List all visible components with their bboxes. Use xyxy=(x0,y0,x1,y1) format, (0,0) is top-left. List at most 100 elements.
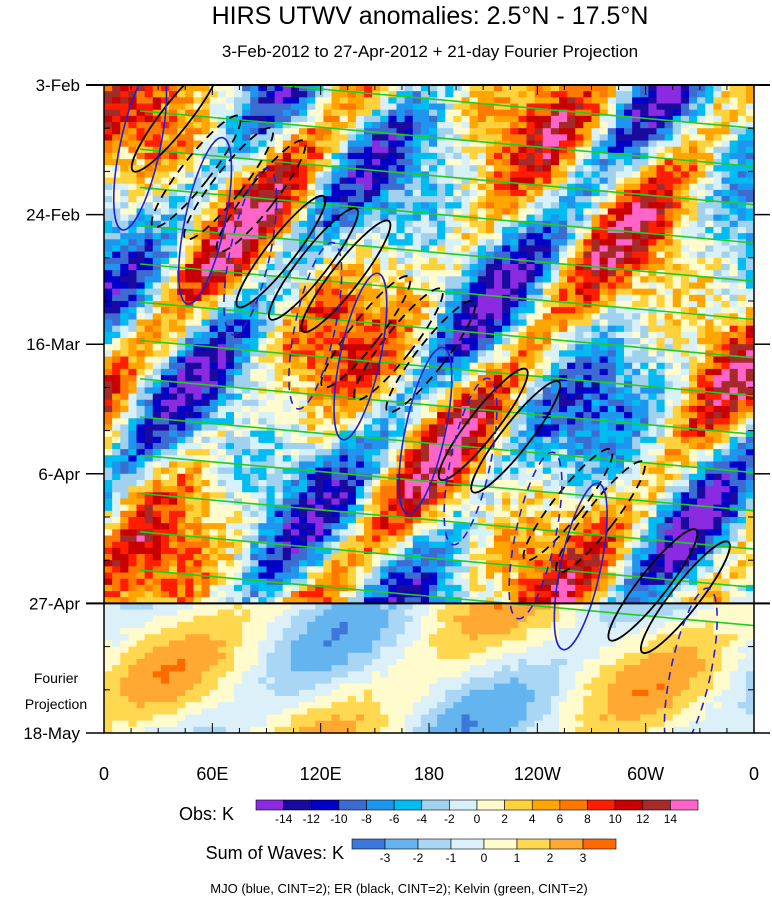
colorbar-swatch xyxy=(587,799,616,811)
x-tick-label: 0 xyxy=(99,764,109,784)
y-tick-label: 3-Feb xyxy=(36,76,80,95)
er-contour xyxy=(235,194,327,309)
colorbar-tick-label: -2 xyxy=(413,851,424,865)
colorbar-swatch xyxy=(614,799,644,811)
colorbar-tick-label: -4 xyxy=(416,812,427,826)
er-contour xyxy=(183,126,274,241)
colorbar-swatch xyxy=(351,838,386,850)
colorbar-swatch xyxy=(559,799,588,811)
er-contour xyxy=(607,528,699,642)
kelvin-contour xyxy=(267,85,754,129)
er-contour xyxy=(215,139,307,253)
er-contour xyxy=(268,207,359,321)
legend-note: MJO (blue, CINT=2); ER (black, CINT=2); … xyxy=(210,881,587,896)
er-contour xyxy=(470,380,562,494)
mjo-contour xyxy=(398,346,453,515)
y-tick-label: 27-Apr xyxy=(29,594,80,613)
colorbar-tick-label: 12 xyxy=(636,812,650,826)
colorbar-swatch xyxy=(531,799,561,811)
colorbar-swatch xyxy=(670,799,699,811)
er-contour xyxy=(300,219,392,334)
x-tick-label: 60W xyxy=(627,764,664,784)
colorbar-swatch xyxy=(642,799,671,811)
projection-label-line1: Fourier xyxy=(34,670,79,686)
kelvin-contour xyxy=(140,569,754,627)
mjo-contour xyxy=(553,482,608,651)
colorbar-swatch xyxy=(283,799,312,811)
er-contour xyxy=(150,114,242,229)
mjo-contour xyxy=(508,451,563,620)
colorbar-tick-label: -1 xyxy=(446,851,457,865)
anomaly-field xyxy=(104,85,754,733)
er-contour xyxy=(437,367,529,482)
chart-subtitle: 3-Feb-2012 to 27-Apr-2012 + 21-day Fouri… xyxy=(222,42,638,61)
kelvin-contour xyxy=(140,301,754,359)
y-tick-label: 16-Mar xyxy=(26,335,80,354)
kelvin-contour xyxy=(140,378,754,436)
colorbar-tick-label: 2 xyxy=(547,851,554,865)
colorbar-swatch xyxy=(549,838,584,850)
er-contour xyxy=(555,460,646,574)
colorbar-tick-label: -2 xyxy=(444,812,455,826)
colorbar-swatch xyxy=(393,799,423,811)
kelvin-contour xyxy=(140,110,754,168)
colorbar-swatch xyxy=(450,838,485,850)
colorbar-tick-label: 1 xyxy=(514,851,521,865)
colorbar-swatch xyxy=(582,838,617,850)
er-contour xyxy=(352,287,444,401)
colorbar-tick-label: -12 xyxy=(303,812,321,826)
kelvin-contour xyxy=(140,224,754,283)
kelvin-contour xyxy=(140,531,754,589)
colorbar-tick-label: 4 xyxy=(529,812,536,826)
colorbar-tick-label: 3 xyxy=(580,851,587,865)
obs-colorbar: -14 -12 -10 -8 -6 -4 -2 0 2 4 6 8 10 12 14 xyxy=(255,799,699,826)
x-tick-label: 60E xyxy=(196,764,228,784)
colorbar-tick-label: -3 xyxy=(380,851,391,865)
er-contour xyxy=(522,447,614,562)
x-tick-label: 120W xyxy=(514,764,561,784)
axes: 0 60E 120E 180 120W 60W 0 3-Feb 24-Feb 16-Mar 6-Ap… xyxy=(23,76,770,784)
kelvin-contour xyxy=(140,339,754,397)
colorbar-tick-label: -10 xyxy=(330,812,348,826)
waves-colorbar: -3 -2 -1 0 1 2 3 xyxy=(351,838,617,865)
colorbar-swatch xyxy=(516,838,551,850)
er-contour xyxy=(640,540,731,654)
y-tick-label: 6-Apr xyxy=(38,465,80,484)
kelvin-contour xyxy=(140,148,754,206)
colorbar-tick-label: 14 xyxy=(664,812,678,826)
mjo-contour xyxy=(443,377,498,546)
colorbar-tick-label: 0 xyxy=(481,851,488,865)
colorbar-swatch xyxy=(384,838,419,850)
colorbar-tick-label: 2 xyxy=(501,812,508,826)
colorbar-swatch xyxy=(504,799,533,811)
colorbar-tick-label: 8 xyxy=(584,812,591,826)
mjo-contour xyxy=(663,587,718,733)
mjo-contour xyxy=(333,272,388,441)
mjo-contour xyxy=(177,136,233,305)
y-tick-label: 24-Feb xyxy=(26,206,80,225)
colorbar-swatch xyxy=(449,799,478,811)
colorbar-tick-label: -8 xyxy=(361,812,372,826)
colorbar-swatch xyxy=(476,799,505,811)
x-tick-label: 180 xyxy=(414,764,444,784)
colorbar-swatch xyxy=(421,799,450,811)
mjo-contour xyxy=(288,241,343,410)
mjo-contour xyxy=(223,167,278,336)
colorbar-tick-label: 6 xyxy=(557,812,564,826)
kelvin-contour xyxy=(140,492,754,550)
y-tick-label: 18-May xyxy=(23,724,80,743)
colorbar-tick-label: 10 xyxy=(608,812,622,826)
colorbar-swatch xyxy=(417,838,452,850)
x-tick-label: 0 xyxy=(749,764,759,784)
colorbar-tick-label: -6 xyxy=(389,812,400,826)
er-contour xyxy=(130,85,222,173)
colorbar-swatch xyxy=(338,799,367,811)
kelvin-contour xyxy=(140,186,754,244)
x-tick-label: 120E xyxy=(300,764,342,784)
waves-colorbar-label: Sum of Waves: K xyxy=(206,843,344,863)
colorbar-swatch xyxy=(310,799,340,811)
colorbar-swatch xyxy=(366,799,395,811)
colorbar-swatch xyxy=(483,838,518,850)
projection-label-line2: Projection xyxy=(25,696,87,712)
